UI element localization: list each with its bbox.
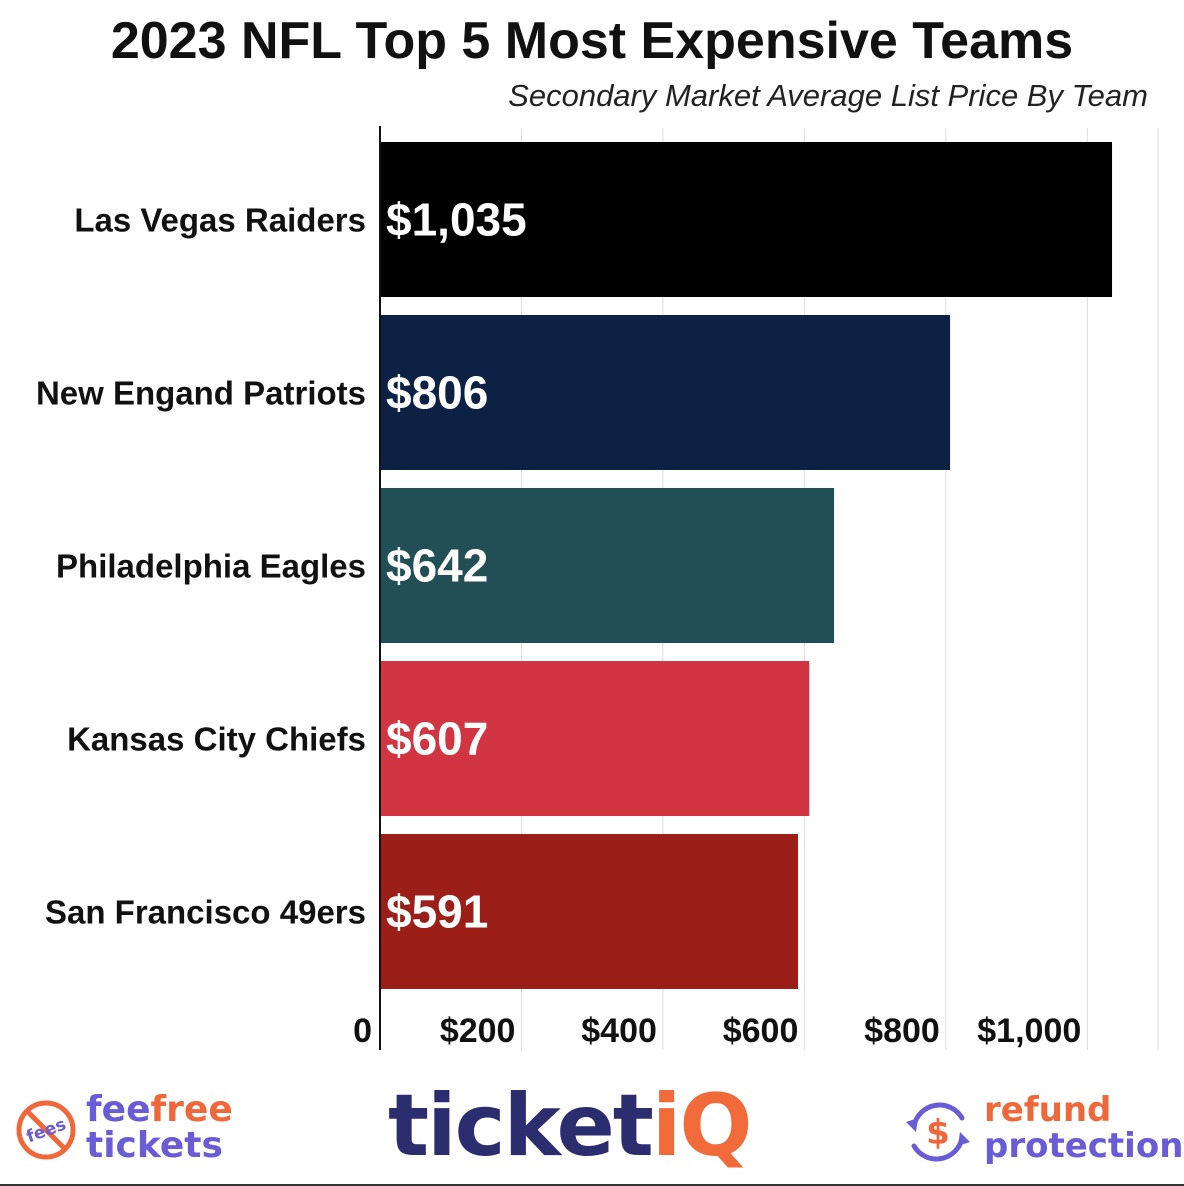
x-tick-label: $600 [723,1012,799,1050]
category-label: New Engand Patriots [36,375,366,412]
bar-value-label: $642 [386,540,488,592]
x-tick-label: $400 [581,1012,657,1050]
bar-value-label: $591 [386,886,488,938]
category-label: Las Vegas Raiders [74,202,366,239]
chart-title: 2023 NFL Top 5 Most Expensive Teams [110,12,1074,70]
brand-main: ticket [388,1076,654,1176]
x-tick-label: $200 [440,1012,516,1050]
refund-icon: $ [906,1102,970,1162]
ticketiq-logo: ticketiQ [388,1076,753,1176]
bottom-rule [0,1184,1184,1186]
dollar-sign: $ [926,1113,950,1153]
bar [380,142,1113,297]
bar-value-label: $607 [386,713,488,765]
footer: fees feefree tickets ticketiQ $ refund p… [0,1070,1184,1186]
tickets-word: tickets [86,1125,223,1166]
category-label: San Francisco 49ers [45,894,366,931]
bar [380,834,798,989]
bar [380,488,835,643]
fee-word: fee [86,1089,151,1130]
bar-chart: $1,035 Las Vegas Raiders $806 New Engand Pa… [36,126,1159,1050]
category-label: Kansas City Chiefs [67,721,366,758]
fees-badge-text: fees [24,1115,69,1148]
x-tick-label: 0 [353,1012,372,1050]
no-fees-icon: fees [16,1100,76,1160]
bar [380,315,951,470]
x-tick-label: $1,000 [977,1012,1081,1050]
refund-word: refund [984,1090,1112,1130]
refund-protection-label: refund protection [984,1092,1183,1164]
bar-value-label: $1,035 [386,194,527,246]
category-label: Philadelphia Eagles [56,548,366,585]
brand-accent: iQ [651,1076,753,1176]
protection-word: protection [984,1126,1184,1166]
bar [380,661,810,816]
bar-value-label: $806 [386,367,488,419]
free-word: free [150,1089,233,1130]
fee-free-tickets-label: feefree tickets [86,1092,233,1164]
chart-subtitle: Secondary Market Average List Price By T… [508,78,1148,113]
x-tick-label: $800 [864,1012,940,1050]
